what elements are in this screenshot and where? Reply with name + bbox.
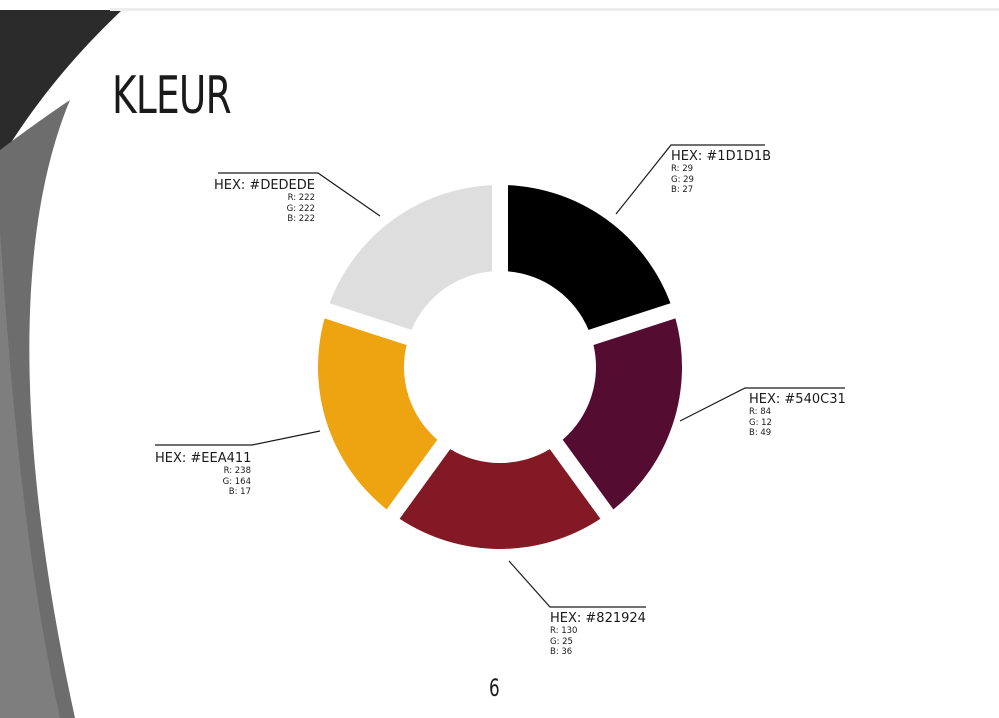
rgb-b: B: 36 [550,647,573,657]
rgb-g: G: 12 [749,417,772,428]
donut-segment-821924 [399,449,601,549]
donut-segment-000000 [507,185,671,330]
leader-line-2 [679,387,845,422]
page-number: 6 [489,674,500,702]
hex-value: HEX: #EEA411 [155,451,252,466]
leader-line-4 [155,430,321,446]
rgb-r: R: 84 [749,407,772,417]
rgb-r: R: 130 [550,626,578,636]
donut-segment-eea411 [318,318,438,510]
swatch-label-540c31: HEX: #540C31 R: 84 G: 12 B: 49 [749,392,846,439]
donut-segment-540c31 [562,318,683,510]
rgb-b: B: 222 [287,214,315,224]
page-title: KLEUR [112,66,232,126]
swatch-label-eea411: HEX: #EEA411 R: 238 G: 164 B: 17 [155,451,251,498]
swatch-label-1d1d1b: HEX: #1D1D1B R: 29 G: 29 B: 27 [671,149,771,196]
rgb-b: B: 17 [228,487,251,497]
hex-value: HEX: #DEDEDE [214,178,315,193]
rgb-r: R: 238 [223,466,251,476]
leader-line-1 [615,144,765,215]
rgb-g: G: 25 [550,636,573,647]
rgb-r: R: 222 [287,193,315,203]
swatch-label-dedede: HEX: #DEDEDE R: 222 G: 222 B: 222 [208,178,315,225]
hex-value: HEX: #540C31 [749,392,846,407]
top-border [110,8,999,11]
rgb-r: R: 29 [671,164,694,174]
decor-shape-mid-inner [0,230,60,718]
swatch-label-821924: HEX: #821924 R: 130 G: 25 B: 36 [550,611,646,658]
rgb-g: G: 29 [671,174,694,185]
rgb-b: B: 49 [749,428,772,438]
rgb-g: G: 164 [222,476,251,487]
leader-line-5 [218,172,381,217]
hex-value: HEX: #821924 [550,611,646,626]
leader-line-3 [508,560,646,608]
donut-segment-dedede [329,185,493,330]
decor-shape-dark [0,10,122,160]
rgb-g: G: 222 [286,203,315,214]
hex-value: HEX: #1D1D1B [671,149,772,164]
rgb-b: B: 27 [671,185,694,195]
